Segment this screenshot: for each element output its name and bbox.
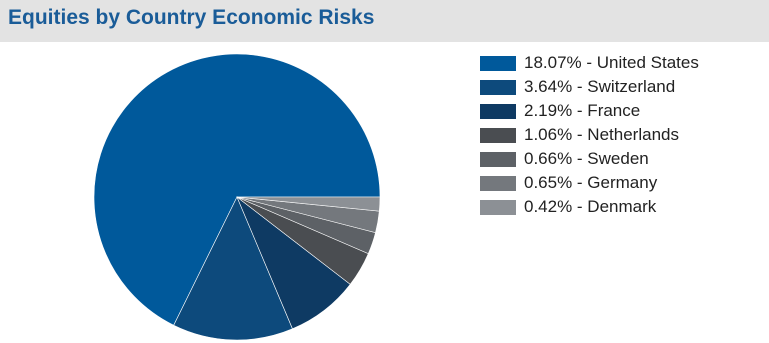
legend-item-denmark: 0.42% - Denmark: [480, 196, 765, 220]
legend-label: 0.66% - Sweden: [524, 149, 649, 168]
legend-swatch: [480, 200, 516, 215]
legend-swatch: [480, 80, 516, 95]
legend-label: 3.64% - Switzerland: [524, 77, 676, 96]
pie-slice-switzerland: [173, 196, 293, 341]
pie-slice-united-states: [93, 53, 381, 326]
legend-swatch: [480, 176, 516, 191]
legend-item-switzerland: 3.64% - Switzerland: [480, 76, 765, 100]
pie-slice-denmark: [236, 196, 381, 212]
legend-label: 0.42% - Denmark: [524, 197, 657, 216]
legend-swatch: [480, 128, 516, 143]
legend-item-netherlands: 1.06% - Netherlands: [480, 124, 765, 148]
legend-swatch: [480, 152, 516, 167]
legend-swatch: [480, 104, 516, 119]
legend-item-united-states: 18.07% - United States: [480, 52, 765, 76]
legend-item-sweden: 0.66% - Sweden: [480, 148, 765, 172]
legend-item-germany: 0.65% - Germany: [480, 172, 765, 196]
legend-label: 1.06% - Netherlands: [524, 125, 679, 144]
title-bar: Equities by Country Economic Risks: [0, 0, 769, 42]
legend-label: 2.19% - France: [524, 101, 641, 120]
chart-title: Equities by Country Economic Risks: [8, 6, 375, 29]
legend-label: 0.65% - Germany: [524, 173, 658, 192]
legend-label: 18.07% - United States: [524, 53, 699, 72]
legend: 18.07% - United States 3.64% - Switzerlan…: [480, 52, 765, 220]
pie-chart: [93, 53, 381, 341]
legend-item-france: 2.19% - France: [480, 100, 765, 124]
legend-swatch: [480, 56, 516, 71]
